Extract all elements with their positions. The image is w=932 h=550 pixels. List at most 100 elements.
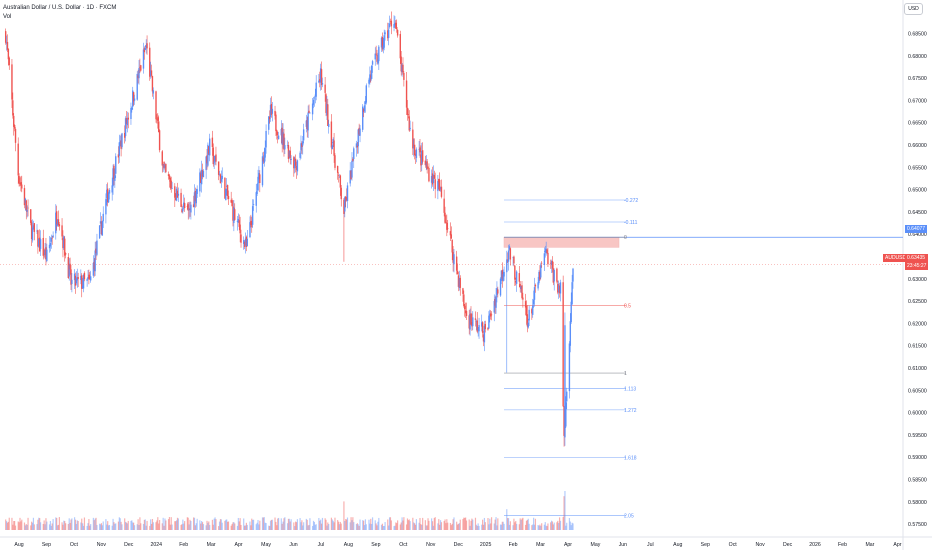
- volume-bar: [192, 517, 195, 530]
- volume-bar: [111, 525, 113, 530]
- volume-bar: [490, 523, 492, 530]
- candle-body: [451, 239, 453, 253]
- candle-body: [566, 391, 568, 402]
- volume-bar: [136, 524, 138, 530]
- volume-bar: [120, 521, 122, 530]
- volume-bar: [164, 518, 166, 530]
- candle-body: [237, 218, 240, 223]
- candle-body: [126, 118, 129, 126]
- volume-bar: [431, 518, 433, 530]
- symbol-price-tag: AUDUSD: [883, 254, 909, 262]
- candle-body: [433, 175, 436, 179]
- volume-bar: [518, 524, 520, 530]
- candle-body: [409, 127, 411, 130]
- candle-body: [464, 305, 466, 310]
- volume-bar: [226, 521, 229, 530]
- currency-button[interactable]: USD: [904, 3, 923, 15]
- price-tick-label: 0.67500: [908, 76, 927, 82]
- candle-body: [402, 64, 404, 73]
- candle-body: [333, 140, 335, 156]
- candle-body: [74, 275, 77, 286]
- volume-bar: [6, 522, 9, 530]
- volume-bar: [251, 518, 253, 530]
- volume-bar: [345, 519, 347, 530]
- price-candles[interactable]: [4, 11, 574, 447]
- candle-body: [48, 244, 51, 249]
- volume-bar: [27, 517, 29, 530]
- candle-body: [571, 282, 573, 305]
- candle-body: [569, 321, 572, 346]
- volume-bar: [344, 521, 346, 530]
- volume-bar: [245, 522, 247, 530]
- price-axis[interactable]: [903, 0, 932, 550]
- volume-bar: [294, 526, 296, 530]
- level-price-tag: 0.64077: [905, 225, 928, 233]
- supply-zone[interactable]: [503, 236, 620, 248]
- volume-bar: [151, 518, 154, 530]
- volume-bar: [412, 517, 414, 530]
- volume-bar: [338, 524, 341, 530]
- volume-bar: [31, 522, 34, 530]
- candle-body: [208, 146, 210, 154]
- time-tick-label: Jul: [647, 542, 654, 548]
- candle-body: [263, 155, 265, 163]
- candle-body: [30, 222, 33, 240]
- candle-body: [531, 309, 533, 314]
- volume-bar: [296, 519, 298, 530]
- volume-bar: [184, 521, 186, 530]
- volume-bar: [108, 524, 111, 530]
- volume-bar: [363, 525, 366, 530]
- price-tick-label: 0.58500: [908, 478, 927, 484]
- candle-body: [533, 287, 536, 300]
- candle-body: [265, 130, 267, 148]
- candle-body: [396, 29, 399, 36]
- volume-bar: [359, 519, 361, 530]
- candle-body: [44, 249, 46, 256]
- volume-bar: [443, 521, 445, 530]
- volume-indicator-label[interactable]: Vol: [3, 14, 12, 20]
- volume-bar: [189, 519, 191, 530]
- candle-body: [157, 121, 160, 132]
- candle-body: [405, 80, 408, 108]
- candle-body: [432, 174, 435, 184]
- candle-body: [114, 175, 116, 181]
- candle-body: [268, 116, 270, 130]
- candle-body: [64, 238, 66, 256]
- candle-body: [106, 188, 109, 203]
- volume-bar: [405, 524, 408, 530]
- candle-body: [219, 174, 222, 184]
- candle-body: [130, 108, 132, 120]
- volume-bar: [452, 519, 454, 530]
- volume-bar: [432, 525, 435, 530]
- volume-bar: [320, 519, 322, 530]
- volume-bar: [276, 525, 278, 530]
- volume-bar: [531, 525, 533, 530]
- volume-bar: [453, 517, 455, 530]
- candle-body: [99, 221, 102, 224]
- candle-body: [231, 200, 233, 207]
- volume-bar: [143, 519, 145, 530]
- candle-body: [305, 120, 308, 127]
- price-tick-label: 0.58000: [908, 500, 927, 506]
- candle-body: [120, 140, 122, 149]
- candle-body: [482, 334, 485, 342]
- candle-body: [233, 207, 235, 224]
- candle-body: [132, 92, 135, 102]
- candle-body: [95, 248, 97, 254]
- volume-bar: [431, 521, 434, 530]
- time-tick-label: Nov: [756, 542, 766, 548]
- candle-body: [470, 313, 472, 325]
- time-tick-label: Apr: [235, 542, 243, 548]
- candle-body: [374, 53, 376, 60]
- volume-bar: [87, 523, 89, 530]
- symbol-title[interactable]: Australian Dollar / U.S. Dollar · 1D · F…: [3, 5, 117, 11]
- candle-body: [214, 155, 216, 162]
- candle-body: [108, 189, 111, 194]
- candle-body: [14, 129, 17, 143]
- candle-body: [370, 65, 373, 79]
- candle-body: [337, 175, 340, 176]
- candle-body: [70, 269, 72, 285]
- volume-bar: [38, 517, 40, 530]
